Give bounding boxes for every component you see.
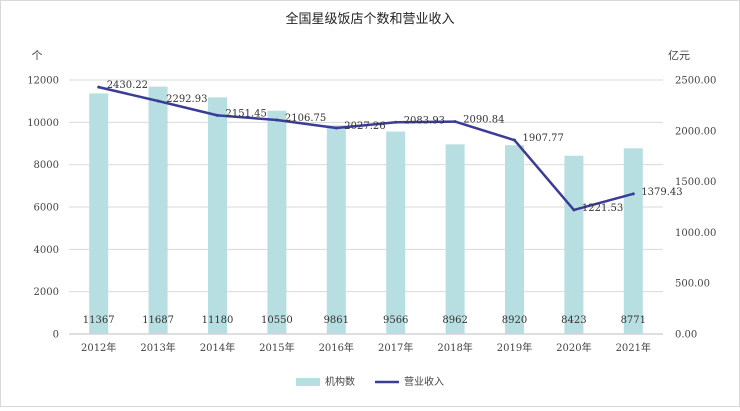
left-tick-label: 6000 xyxy=(34,203,59,214)
right-tick-label: 500.00 xyxy=(675,279,710,290)
line-value-label: 2090.84 xyxy=(463,115,504,126)
chart-title: 全国星级饭店个数和营业收入 xyxy=(285,11,454,27)
line-point xyxy=(275,118,279,122)
x-axis-ticks: 2012年 2013年 2014年 2015年 2016年 2017年 2018年 2019年… xyxy=(81,341,651,354)
bar xyxy=(386,131,406,334)
line-point xyxy=(394,120,398,124)
bar xyxy=(267,110,287,334)
left-tick-label: 12000 xyxy=(27,76,59,87)
left-tick-label: 8000 xyxy=(34,160,59,171)
line-labels: 2430.22 2292.93 2151.45 2106.75 2027.26 2083.… xyxy=(107,80,683,214)
left-axis-unit: 个 xyxy=(32,49,43,62)
bar-series xyxy=(89,86,643,335)
bar-value-label: 9861 xyxy=(324,315,349,326)
line-value-label: 1907.77 xyxy=(523,133,564,144)
right-tick-label: 1000.00 xyxy=(675,228,716,239)
bar-value-label: 10550 xyxy=(261,315,293,326)
bar xyxy=(148,86,168,334)
line-point xyxy=(97,85,101,89)
bar-value-label: 8962 xyxy=(442,315,467,326)
line-value-label: 2430.22 xyxy=(107,80,148,91)
right-axis-unit: 亿元 xyxy=(668,49,690,62)
bar-labels: 11367 11687 11180 10550 9861 9566 8962 8920 8423… xyxy=(83,315,646,326)
legend: 机构数 营业收入 xyxy=(296,375,444,388)
bar-value-label: 8423 xyxy=(561,315,586,326)
line-value-label: 2083.93 xyxy=(404,115,445,126)
left-tick-label: 4000 xyxy=(34,245,59,256)
line-value-label: 2292.93 xyxy=(166,94,207,105)
x-tick-label: 2016年 xyxy=(319,341,354,354)
line-point xyxy=(453,120,457,124)
bar-value-label: 11687 xyxy=(142,315,174,326)
left-axis-ticks: 0 2000 4000 6000 8000 10000 12000 xyxy=(27,76,59,341)
bar xyxy=(564,155,584,334)
legend-label-line: 营业收入 xyxy=(404,375,444,388)
right-axis-ticks: 0.00 500.00 1000.00 1500.00 2000.00 2500.00 xyxy=(675,76,716,341)
line-point xyxy=(216,113,219,117)
right-tick-label: 1500.00 xyxy=(675,177,716,188)
line-value-label: 2106.75 xyxy=(285,113,326,124)
right-tick-label: 2000.00 xyxy=(675,126,716,137)
bar xyxy=(505,145,524,334)
x-tick-label: 2019年 xyxy=(497,341,532,354)
bar-value-label: 8920 xyxy=(502,315,527,326)
line-series xyxy=(97,85,635,212)
bar xyxy=(89,93,109,334)
line-value-label: 2027.26 xyxy=(344,121,385,132)
bar xyxy=(445,144,465,334)
x-tick-label: 2012年 xyxy=(81,341,116,354)
line-point xyxy=(631,192,635,196)
bar-value-label: 11180 xyxy=(202,315,234,326)
bar xyxy=(208,97,227,335)
line-path xyxy=(97,85,635,212)
left-tick-label: 0 xyxy=(53,330,59,341)
gridlines xyxy=(69,79,663,335)
right-tick-label: 0.00 xyxy=(675,330,697,341)
bar-value-label: 8771 xyxy=(621,315,646,326)
x-tick-label: 2013年 xyxy=(140,341,175,354)
x-tick-label: 2021年 xyxy=(616,341,651,354)
bar xyxy=(623,148,643,334)
right-tick-label: 2500.00 xyxy=(675,76,716,87)
x-tick-label: 2014年 xyxy=(200,341,235,354)
line-point xyxy=(513,138,516,142)
bar-value-label: 11367 xyxy=(83,315,115,326)
x-tick-label: 2018年 xyxy=(437,341,472,354)
x-tick-label: 2020年 xyxy=(556,341,591,354)
line-value-label: 1221.53 xyxy=(582,203,623,214)
left-tick-label: 10000 xyxy=(27,118,59,129)
legend-label-bar: 机构数 xyxy=(325,375,355,388)
line-value-label: 2151.45 xyxy=(226,108,267,119)
bar-value-label: 9566 xyxy=(383,315,408,326)
line-point xyxy=(572,208,576,212)
legend-swatch-bar xyxy=(296,378,320,386)
left-tick-label: 2000 xyxy=(34,287,59,298)
line-point xyxy=(156,99,160,103)
x-tick-label: 2015年 xyxy=(259,341,294,354)
line-point xyxy=(334,126,338,130)
x-tick-label: 2017年 xyxy=(378,341,413,354)
bar xyxy=(326,125,346,334)
line-value-label: 1379.43 xyxy=(641,187,682,198)
